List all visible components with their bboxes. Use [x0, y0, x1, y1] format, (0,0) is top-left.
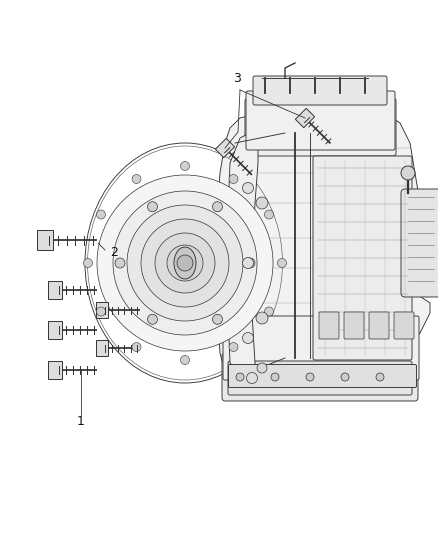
Circle shape: [306, 373, 314, 381]
Circle shape: [243, 182, 254, 193]
FancyBboxPatch shape: [369, 312, 389, 339]
Circle shape: [132, 343, 141, 351]
FancyBboxPatch shape: [222, 353, 418, 401]
Circle shape: [278, 259, 286, 268]
Polygon shape: [37, 230, 53, 250]
Text: 2: 2: [110, 246, 118, 260]
Circle shape: [236, 373, 244, 381]
Text: 1: 1: [77, 415, 85, 428]
Circle shape: [245, 258, 255, 268]
Circle shape: [180, 161, 190, 171]
Circle shape: [376, 373, 384, 381]
FancyBboxPatch shape: [229, 365, 417, 387]
FancyBboxPatch shape: [245, 98, 396, 156]
FancyBboxPatch shape: [313, 156, 412, 360]
Circle shape: [212, 201, 223, 212]
Polygon shape: [226, 133, 258, 376]
Circle shape: [243, 333, 254, 343]
Circle shape: [180, 356, 190, 365]
Text: 3: 3: [233, 72, 241, 85]
Circle shape: [177, 255, 193, 271]
Circle shape: [97, 175, 273, 351]
Polygon shape: [295, 108, 314, 127]
Circle shape: [84, 259, 92, 268]
Circle shape: [271, 373, 279, 381]
FancyBboxPatch shape: [246, 91, 395, 150]
Polygon shape: [48, 321, 62, 339]
FancyBboxPatch shape: [401, 189, 438, 297]
Circle shape: [148, 314, 158, 324]
FancyBboxPatch shape: [223, 316, 419, 380]
Circle shape: [229, 343, 238, 351]
Circle shape: [341, 373, 349, 381]
Circle shape: [96, 307, 106, 316]
Circle shape: [167, 245, 203, 281]
FancyBboxPatch shape: [319, 312, 339, 339]
Circle shape: [132, 174, 141, 183]
Circle shape: [115, 258, 125, 268]
Circle shape: [243, 257, 254, 269]
Circle shape: [229, 174, 238, 183]
Circle shape: [401, 166, 415, 180]
Circle shape: [265, 210, 273, 219]
FancyBboxPatch shape: [253, 76, 387, 105]
FancyBboxPatch shape: [344, 312, 364, 339]
FancyBboxPatch shape: [394, 312, 414, 339]
Polygon shape: [215, 103, 430, 393]
Ellipse shape: [174, 247, 196, 279]
Circle shape: [141, 219, 229, 307]
Polygon shape: [215, 139, 235, 158]
Circle shape: [113, 191, 257, 335]
Circle shape: [256, 197, 268, 209]
FancyBboxPatch shape: [228, 361, 412, 395]
Circle shape: [256, 312, 268, 324]
Circle shape: [247, 373, 258, 384]
Polygon shape: [48, 361, 62, 379]
Circle shape: [257, 363, 267, 373]
Circle shape: [177, 255, 193, 271]
Polygon shape: [48, 281, 62, 299]
Polygon shape: [96, 302, 108, 318]
Circle shape: [265, 307, 273, 316]
Circle shape: [148, 201, 158, 212]
Circle shape: [127, 205, 243, 321]
Circle shape: [155, 233, 215, 293]
Circle shape: [96, 210, 106, 219]
Ellipse shape: [85, 143, 285, 383]
Circle shape: [212, 314, 223, 324]
Polygon shape: [96, 340, 108, 356]
